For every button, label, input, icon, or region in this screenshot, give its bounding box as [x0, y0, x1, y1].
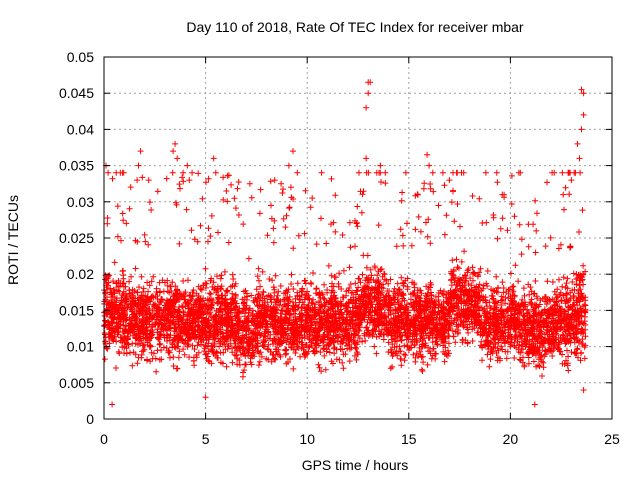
x-tick-label: 15: [401, 431, 417, 447]
axis-ticks: [103, 56, 613, 420]
x-axis-label: GPS time / hours: [302, 457, 409, 473]
y-tick-label: 0: [86, 411, 94, 427]
y-tick-label: 0.025: [59, 230, 94, 246]
y-tick-label: 0.01: [67, 339, 94, 355]
x-tick-label: 5: [202, 431, 210, 447]
y-tick-labels: 0 0.005 0.01 0.015 0.02 0.025 0.03 0.035 0.04 0.0…: [59, 49, 94, 427]
y-tick-label: 0.005: [59, 375, 94, 391]
x-tick-label: 10: [299, 431, 315, 447]
y-tick-label: 0.035: [59, 158, 94, 174]
y-tick-label: 0.04: [67, 121, 94, 137]
x-tick-label: 25: [604, 431, 620, 447]
y-tick-label: 0.015: [59, 302, 94, 318]
x-tick-label: 20: [503, 431, 519, 447]
y-tick-label: 0.045: [59, 85, 94, 101]
x-tick-label: 0: [100, 431, 108, 447]
y-tick-label: 0.02: [67, 266, 94, 282]
y-tick-label: 0.03: [67, 194, 94, 210]
x-tick-labels: 0 5 10 15 20 25: [100, 431, 620, 447]
y-tick-label: 0.05: [67, 49, 94, 65]
y-axis-label: ROTI / TECUs: [5, 195, 21, 285]
chart-title: Day 110 of 2018, Rate Of TEC Index for r…: [186, 19, 524, 35]
